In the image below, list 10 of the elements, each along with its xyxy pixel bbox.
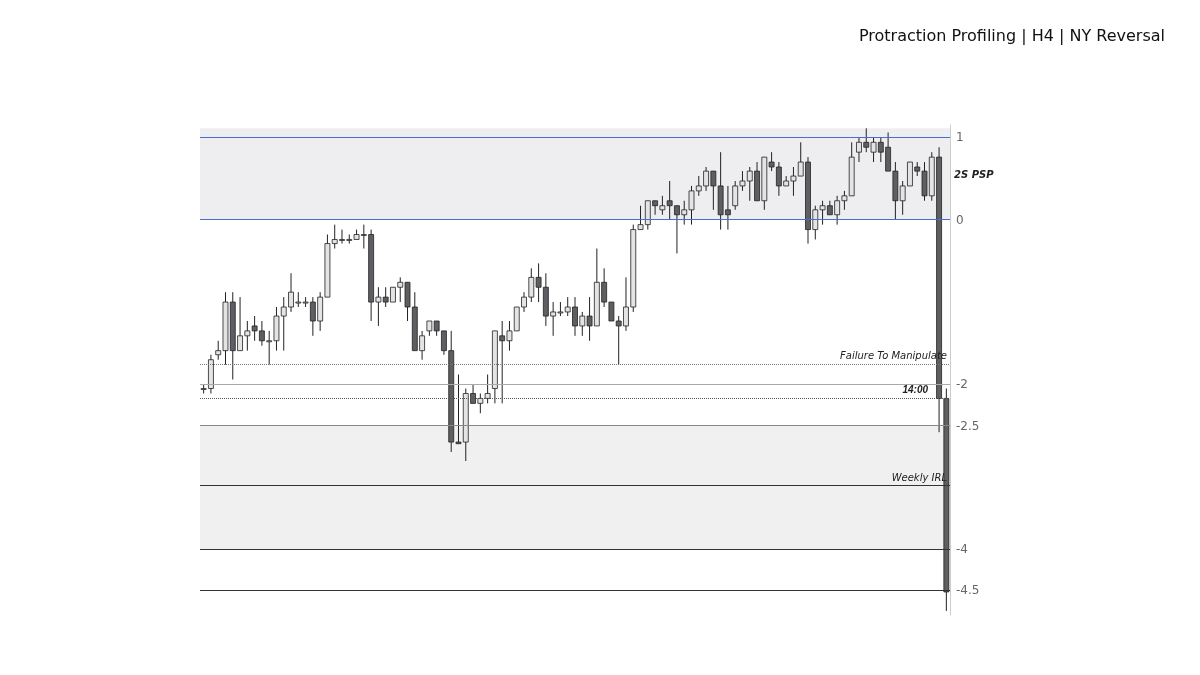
y-tick-label: 1 (956, 130, 964, 145)
text: Protraction Profiling | H4 | NY Reversal (858, 25, 1166, 45)
y-tick-label: -4 (956, 542, 968, 557)
y-tick-label: -2.5 (956, 418, 980, 433)
y-tick-label: -4.5 (956, 583, 980, 598)
y-tick-label: -2 (956, 377, 968, 392)
y-tick-label: 0 (956, 212, 964, 227)
annotation: 14:00 (902, 383, 929, 395)
band-label: 2S PSP (954, 168, 995, 180)
candlestick (484, 374, 491, 404)
